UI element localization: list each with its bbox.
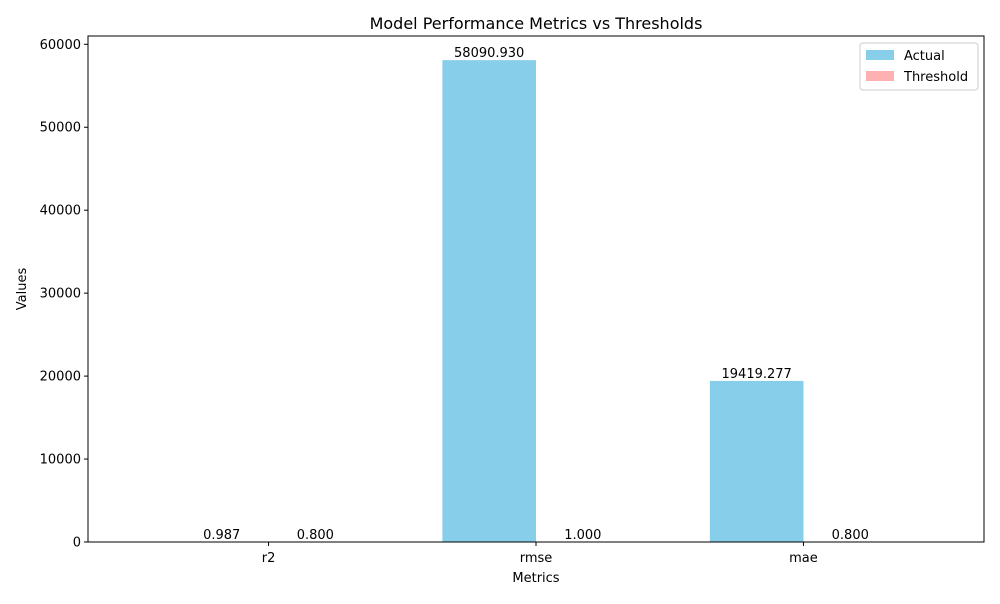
x-tick-label-rmse: rmse: [520, 551, 553, 566]
y-tick-label: 50000: [40, 121, 81, 136]
x-axis: r2 rmse mae: [262, 542, 818, 566]
data-label-threshold-mae: 0.800: [832, 528, 869, 543]
bar-actual-rmse: [442, 60, 536, 542]
data-label-actual-r2: 0.987: [203, 528, 240, 543]
y-axis-label: Values: [15, 268, 30, 311]
chart-title: Model Performance Metrics vs Thresholds: [370, 14, 703, 33]
y-axis: 0 10000 20000 30000 40000 50000 60000: [40, 38, 88, 551]
legend-swatch-threshold: [866, 71, 894, 81]
x-axis-label: Metrics: [512, 571, 559, 586]
data-label-actual-rmse: 58090.930: [454, 46, 524, 61]
y-tick-label: 30000: [40, 287, 81, 302]
x-tick-label-mae: mae: [789, 551, 818, 566]
data-label-actual-mae: 19419.277: [722, 367, 792, 382]
y-tick-label: 40000: [40, 204, 81, 219]
y-tick-label: 60000: [40, 38, 81, 53]
legend-label-threshold: Threshold: [903, 70, 968, 85]
data-label-threshold-r2: 0.800: [297, 528, 334, 543]
legend: Actual Threshold: [860, 43, 978, 90]
legend-label-actual: Actual: [904, 49, 945, 64]
bar-actual-mae: [710, 381, 804, 542]
y-tick-label: 20000: [40, 370, 81, 385]
bars-group: [175, 60, 897, 542]
legend-swatch-actual: [866, 50, 894, 60]
y-tick-label: 0: [73, 536, 81, 551]
data-label-threshold-rmse: 1.000: [564, 528, 601, 543]
x-tick-label-r2: r2: [262, 551, 276, 566]
y-tick-label: 10000: [40, 453, 81, 468]
